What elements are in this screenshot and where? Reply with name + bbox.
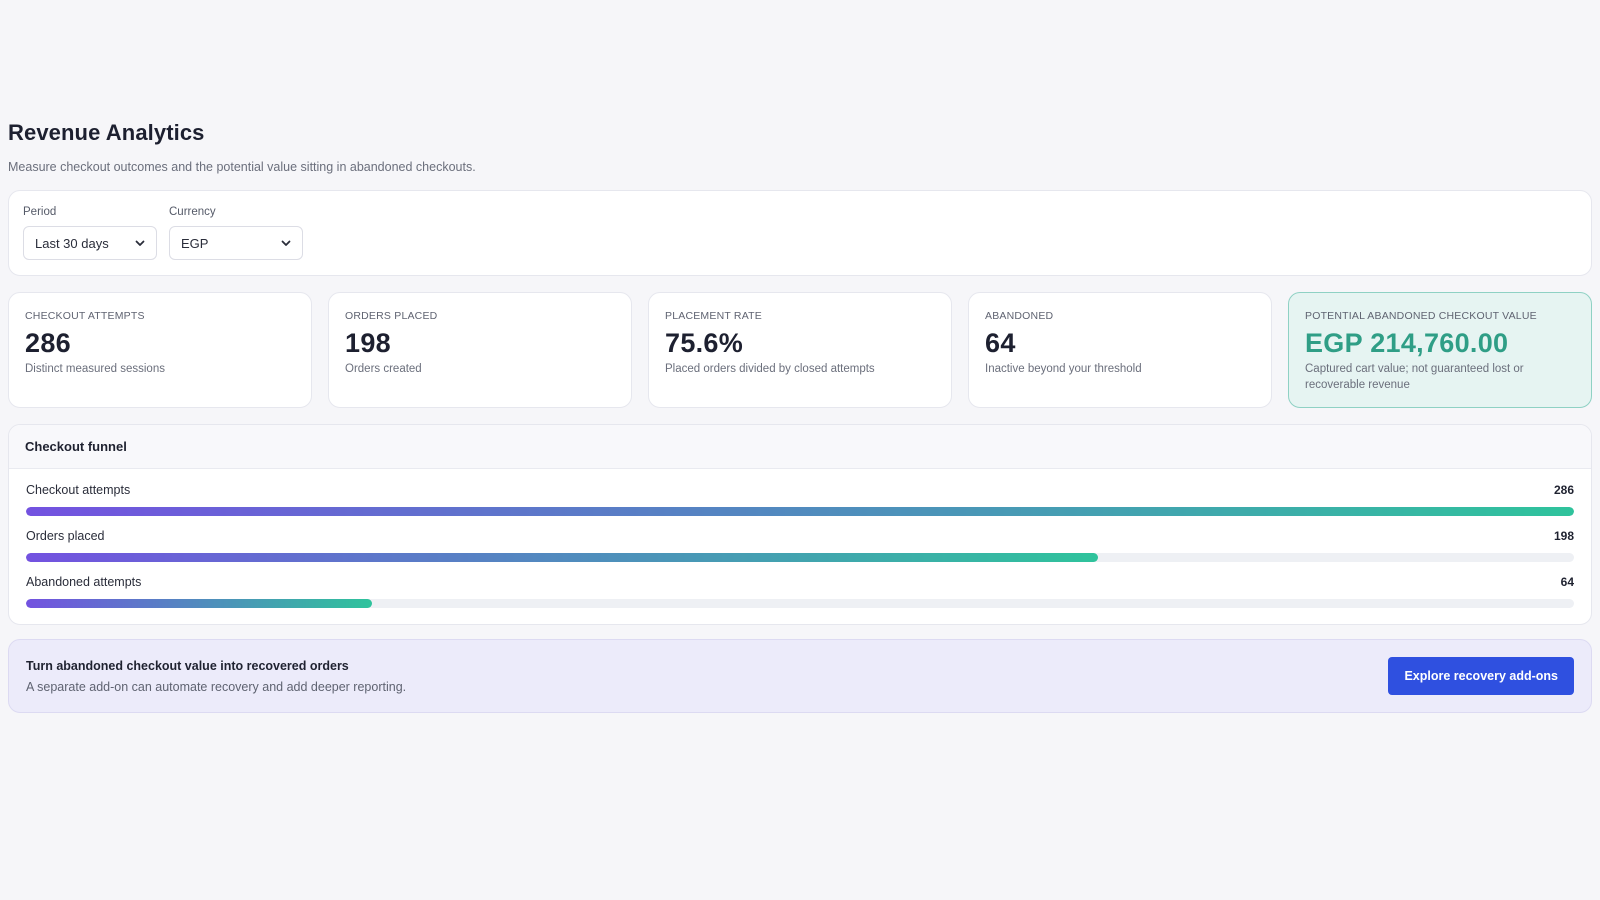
funnel-track <box>26 599 1574 608</box>
currency-label: Currency <box>169 206 216 218</box>
funnel-row-count: 286 <box>1553 483 1574 497</box>
explore-recovery-addons-button[interactable]: Explore recovery add-ons <box>1388 657 1574 695</box>
placement-rate-card: Placement rate 75.6% Placed orders divid… <box>648 292 952 408</box>
card-subtext: Orders created <box>345 363 422 375</box>
card-value: 75.6% <box>665 328 744 358</box>
card-label: Checkout attempts <box>25 310 145 322</box>
abandoned-card: Abandoned 64 Inactive beyond your thresh… <box>968 292 1272 408</box>
promo-description: A separate add-on can automate recovery … <box>26 679 407 694</box>
card-value: 198 <box>345 328 391 358</box>
card-label: Abandoned <box>985 310 1054 322</box>
period-select[interactable]: Last 30 days <box>23 226 157 260</box>
currency-filter: Currency EGP <box>169 206 303 260</box>
funnel-row-count: 198 <box>1553 529 1574 543</box>
recovery-promo-banner: Turn abandoned checkout value into recov… <box>8 639 1592 713</box>
card-subtext: Distinct measured sessions <box>25 363 165 375</box>
period-label: Period <box>23 206 57 218</box>
card-value: EGP 214,760.00 <box>1305 328 1509 358</box>
funnel-title: Checkout funnel <box>9 425 1591 469</box>
revenue-analytics-page: Revenue Analytics Measure checkout outco… <box>8 120 1592 713</box>
funnel-track <box>26 507 1574 516</box>
currency-select[interactable]: EGP <box>169 226 303 260</box>
funnel-row-abandoned-attempts: Abandoned attempts 64 <box>26 575 1574 608</box>
funnel-row-count: 64 <box>1560 575 1574 589</box>
funnel-bar <box>26 507 1574 516</box>
metric-cards: Checkout attempts 286 Distinct measured … <box>8 292 1592 408</box>
period-value: Last 30 days <box>35 235 109 251</box>
checkout-attempts-card: Checkout attempts 286 Distinct measured … <box>8 292 312 408</box>
potential-value-card: Potential abandoned checkout value EGP 2… <box>1288 292 1592 408</box>
filters-panel: Period Last 30 days Currency EGP <box>8 190 1592 276</box>
card-label: Potential abandoned checkout value <box>1305 310 1537 322</box>
card-subtext: Placed orders divided by closed attempts <box>665 363 875 375</box>
funnel-row-orders-placed: Orders placed 198 <box>26 529 1574 562</box>
checkout-funnel: Checkout funnel Checkout attempts 286 Or… <box>8 424 1592 625</box>
funnel-row-label: Checkout attempts <box>26 483 131 497</box>
page-title: Revenue Analytics <box>8 120 205 145</box>
funnel-bar <box>26 599 373 608</box>
card-value: 286 <box>25 328 71 358</box>
funnel-track <box>26 553 1574 562</box>
chevron-down-icon <box>134 237 146 249</box>
promo-text: Turn abandoned checkout value into recov… <box>26 659 406 694</box>
chevron-down-icon <box>280 237 292 249</box>
currency-value: EGP <box>181 235 209 251</box>
funnel-bar <box>26 553 1098 562</box>
card-subtext: Inactive beyond your threshold <box>985 363 1142 375</box>
funnel-row-label: Orders placed <box>26 529 105 543</box>
funnel-row-label: Abandoned attempts <box>26 575 142 589</box>
period-filter: Period Last 30 days <box>23 206 157 260</box>
card-label: Orders placed <box>345 310 438 322</box>
page-subtitle: Measure checkout outcomes and the potent… <box>8 160 476 174</box>
promo-title: Turn abandoned checkout value into recov… <box>26 658 349 673</box>
card-value: 64 <box>985 328 1016 358</box>
orders-placed-card: Orders placed 198 Orders created <box>328 292 632 408</box>
card-subtext: Captured cart value; not guaranteed lost… <box>1305 363 1524 391</box>
card-label: Placement rate <box>665 310 762 322</box>
funnel-row-checkout-attempts: Checkout attempts 286 <box>26 483 1574 516</box>
funnel-body: Checkout attempts 286 Orders placed 198 <box>9 469 1591 624</box>
